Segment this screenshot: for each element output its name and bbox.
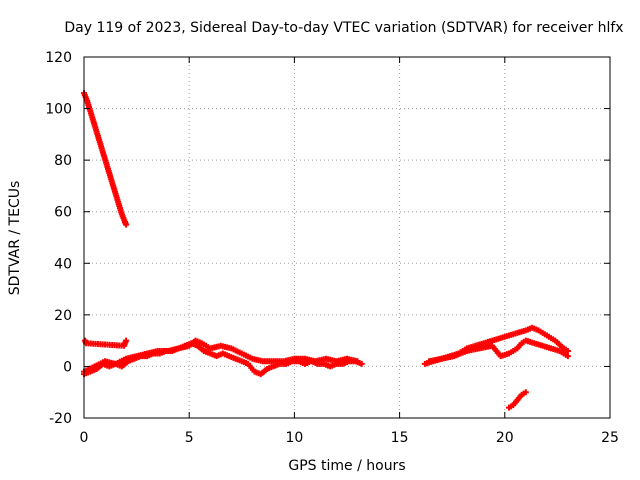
data-points: [81, 90, 571, 411]
y-tick-label: 80: [54, 153, 72, 169]
y-tick-label: 100: [45, 102, 72, 118]
series-steep-decline: [81, 90, 130, 228]
data-point: [123, 337, 130, 344]
y-axis-label: SDTVAR / TECUs: [7, 181, 23, 296]
y-tick-label: 60: [54, 205, 72, 221]
ticks: 0 5 10 15 20 25 -20 0 20 40 60 80 100 120: [45, 50, 619, 446]
x-tick-label: 15: [391, 430, 409, 446]
series-negative-segment: [506, 389, 529, 411]
y-tick-label: 40: [54, 256, 72, 272]
x-tick-label: 5: [185, 430, 194, 446]
x-tick-label: 20: [496, 430, 514, 446]
data-point: [522, 389, 529, 396]
series-isolated-early: [82, 337, 130, 349]
y-tick-label: 120: [45, 50, 72, 66]
x-tick-label: 25: [601, 430, 619, 446]
series-evening-rise-lower: [426, 337, 571, 365]
plot-frame: [83, 56, 611, 419]
data-point: [354, 358, 361, 365]
series-main-band-high: [81, 337, 361, 375]
data-point: [123, 221, 130, 228]
chart-title: Day 119 of 2023, Sidereal Day-to-day VTE…: [64, 20, 623, 36]
x-tick-label: 0: [80, 430, 89, 446]
data-point: [564, 347, 571, 354]
data-point: [358, 360, 365, 367]
y-tick-label: -20: [49, 411, 72, 427]
x-tick-label: 10: [285, 430, 303, 446]
x-axis-label: GPS time / hours: [288, 458, 405, 474]
y-tick-label: 20: [54, 308, 72, 324]
y-tick-label: 0: [63, 359, 72, 375]
data-point: [564, 353, 571, 360]
